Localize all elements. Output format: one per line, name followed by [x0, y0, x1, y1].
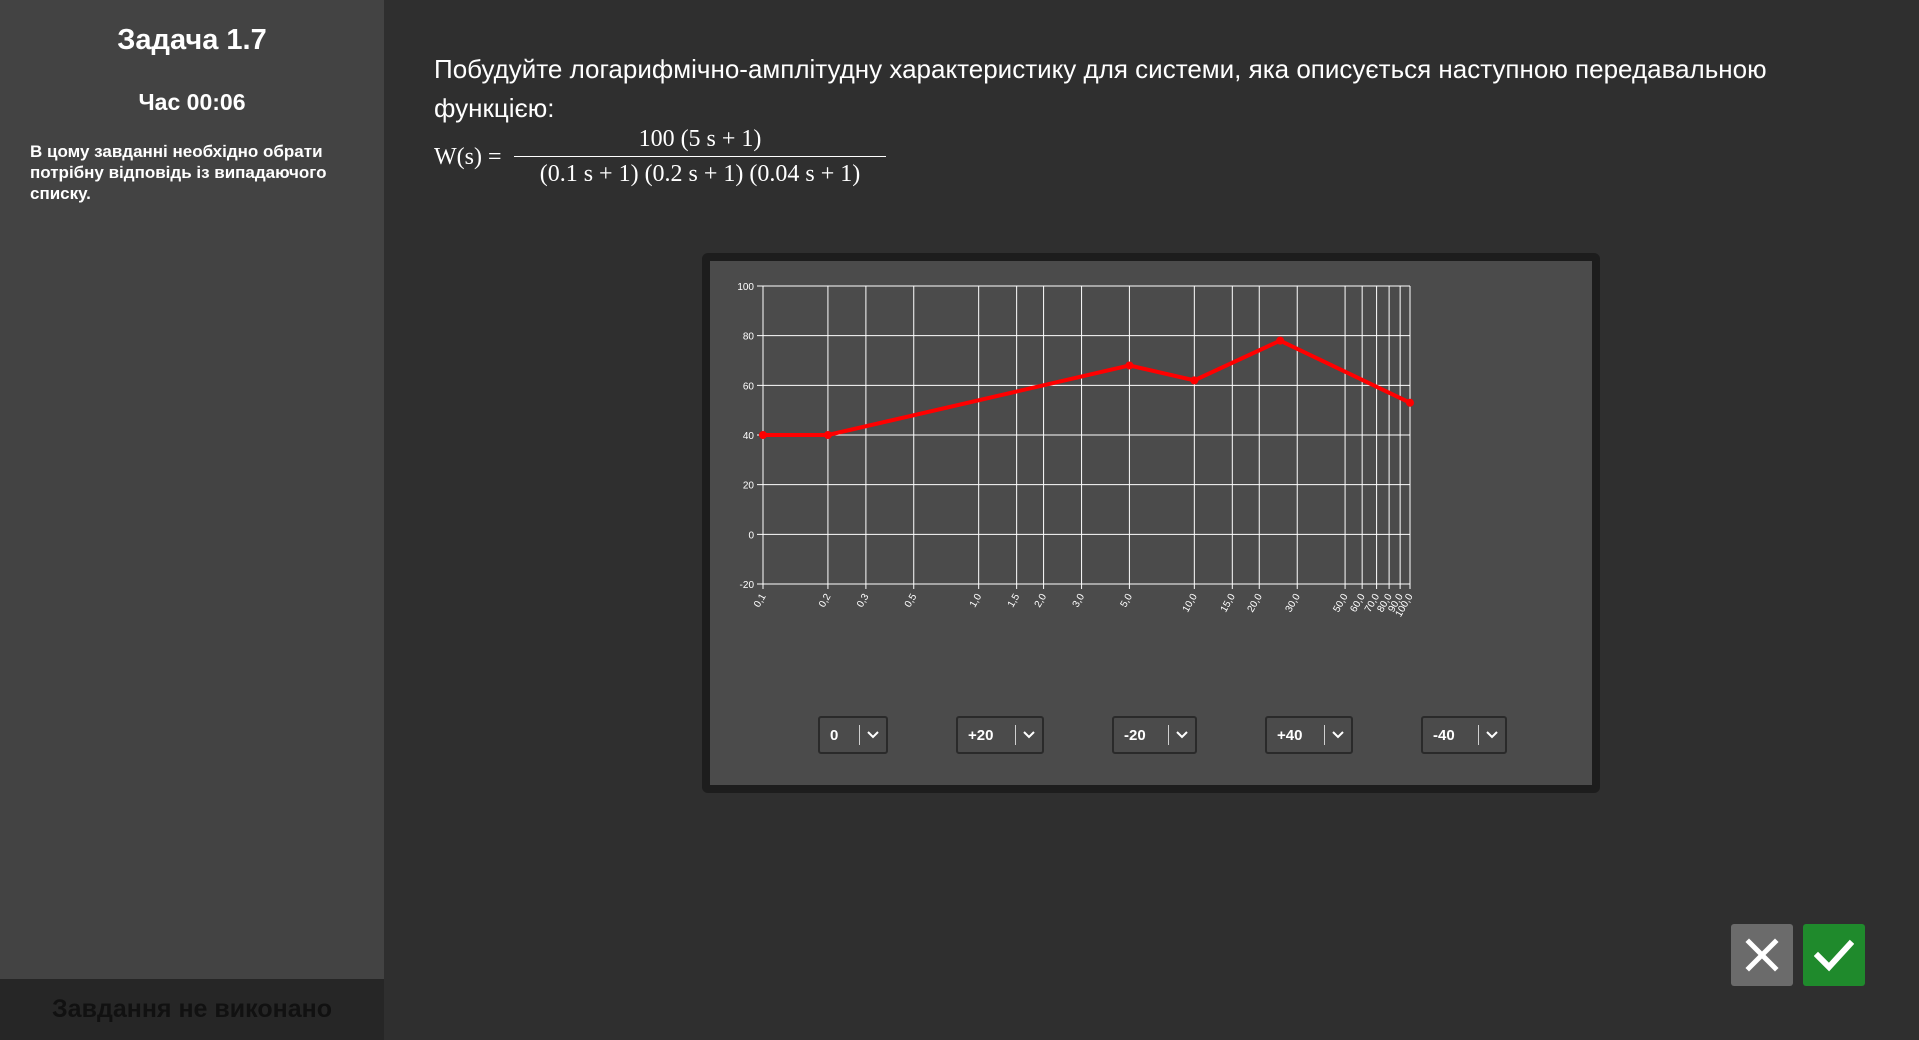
- slope-select-4[interactable]: +40: [1265, 716, 1353, 754]
- y-tick-label: 60: [743, 381, 755, 392]
- data-point: [1276, 336, 1285, 345]
- select-divider: [1168, 725, 1169, 745]
- slope-select-3[interactable]: -20: [1112, 716, 1197, 754]
- x-tick-label: 1,0: [968, 592, 985, 610]
- slope-select-5[interactable]: -40: [1421, 716, 1507, 754]
- y-tick-label: 100: [737, 282, 754, 293]
- slope-select-value: -40: [1433, 726, 1455, 744]
- slope-select-value: 0: [830, 726, 839, 744]
- data-point: [823, 431, 832, 439]
- data-point: [1190, 376, 1199, 385]
- chevron-down-icon: [1016, 716, 1042, 754]
- chart-svg: 100 80 60 40 20 0 -200,1 0,2 0,3 0,5 1,0 1,5 2,0 3,0 5…: [737, 282, 1416, 619]
- instruction-text: В цому завданні необхідно обрати потрібн…: [30, 142, 327, 203]
- chart-frame: 100 80 60 40 20 0 -20 0,1 0,2 0,3 0,5 1,0 1,5 2,0 3,0 5…: [702, 253, 1600, 793]
- chevron-down-icon: [1479, 716, 1505, 754]
- formula-denominator: (0.1 s + 1) (0.2 s + 1) (0.04 s + 1): [539, 161, 861, 187]
- select-divider: [1324, 725, 1325, 745]
- select-divider: [1478, 725, 1479, 745]
- close-icon: [1745, 938, 1779, 972]
- timer: Час 00:06: [0, 89, 384, 116]
- x-tick-label: 10,0: [1181, 592, 1200, 615]
- y-tick-label: 40: [743, 431, 755, 442]
- timer-label: Час: [138, 89, 181, 115]
- y-tick-label: 80: [743, 332, 755, 343]
- cancel-button[interactable]: [1731, 924, 1793, 986]
- sidebar: Задача 1.7 Час 00:06 В цому завданні нео…: [0, 0, 384, 1040]
- x-tick-label: 3,0: [1071, 592, 1088, 610]
- slope-select-2[interactable]: +20: [956, 716, 1044, 754]
- chevron-down-icon: [860, 716, 886, 754]
- slope-select-value: -20: [1124, 726, 1146, 744]
- data-point: [1406, 398, 1414, 407]
- select-divider: [1015, 725, 1016, 745]
- fraction-bar: [514, 156, 886, 157]
- x-tick-label: 5,0: [1119, 592, 1136, 610]
- formula-lhs: W(s) =: [434, 144, 502, 170]
- x-tick-label: 0,5: [903, 592, 920, 610]
- x-tick-label: 15,0: [1219, 592, 1238, 615]
- x-tick-label: 0,3: [855, 592, 872, 610]
- y-tick-label: -20: [740, 580, 755, 591]
- bode-chart: 100 80 60 40 20 0 -20 0,1 0,2 0,3 0,5 1,0 1,5 2,0 3,0 5…: [710, 261, 1592, 785]
- slope-select-value: +40: [1277, 726, 1303, 744]
- task-title: Задача 1.7: [117, 24, 267, 56]
- x-tick-label: 20,0: [1246, 592, 1265, 615]
- y-tick-label: 20: [743, 481, 755, 492]
- chevron-down-icon: [1325, 716, 1351, 754]
- task-status: Завдання не виконано: [0, 979, 384, 1040]
- formula-fraction: 100 (5 s + 1) (0.1 s + 1) (0.2 s + 1) (0…: [514, 124, 886, 189]
- data-point: [1125, 361, 1134, 370]
- x-tick-label: 1,5: [1006, 592, 1023, 610]
- x-tick-label: 2,0: [1033, 592, 1050, 610]
- chevron-down-icon: [1169, 716, 1195, 754]
- select-divider: [859, 725, 860, 745]
- check-icon: [1814, 939, 1854, 972]
- x-tick-label: 0,2: [817, 592, 834, 610]
- data-point: [759, 431, 767, 439]
- formula-numerator: 100 (5 s + 1): [638, 126, 762, 152]
- confirm-button[interactable]: [1803, 924, 1865, 986]
- lach-line: [763, 338, 1411, 437]
- timer-value: 00:06: [186, 89, 246, 115]
- x-tick-label: 30,0: [1284, 592, 1303, 615]
- slope-select-1[interactable]: 0: [818, 716, 888, 754]
- y-tick-label: 0: [748, 530, 754, 541]
- slope-select-value: +20: [968, 726, 994, 744]
- question-text: Побудуйте логарифмічно-амплітудну характ…: [434, 54, 1767, 123]
- x-tick-label: 0,1: [752, 592, 769, 610]
- x-tick-label: 50,0: [1331, 592, 1350, 615]
